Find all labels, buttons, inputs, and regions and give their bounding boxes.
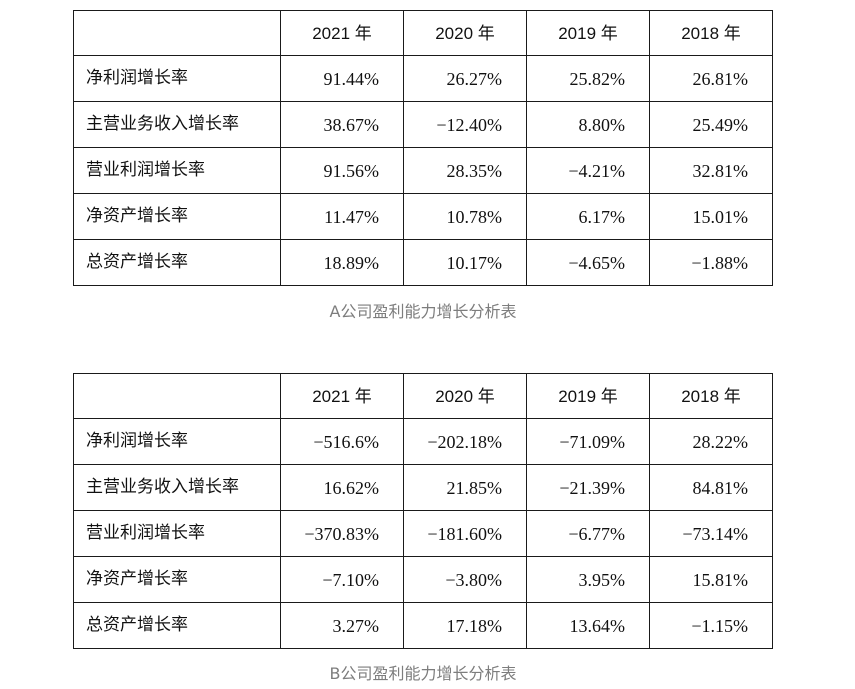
value-cell: −1.88% xyxy=(649,239,773,286)
value-cell: 3.95% xyxy=(526,556,650,603)
metric-label: 主营业务收入增长率 xyxy=(73,101,281,148)
table-header-row: 2021 年 2020 年 2019 年 2018 年 xyxy=(73,10,773,56)
value-cell: 26.27% xyxy=(403,55,527,102)
value-cell: −12.40% xyxy=(403,101,527,148)
table-caption: B公司盈利能力增长分析表 xyxy=(329,664,517,683)
value-cell: 15.01% xyxy=(649,193,773,240)
value-cell: 28.35% xyxy=(403,147,527,194)
table-row: 净利润增长率 −516.6% −202.18% −71.09% 28.22% xyxy=(73,418,773,465)
value-cell: 11.47% xyxy=(280,193,404,240)
year-header: 2018 年 xyxy=(649,373,773,419)
value-cell: −73.14% xyxy=(649,510,773,557)
value-cell: 25.82% xyxy=(526,55,650,102)
value-cell: 26.81% xyxy=(649,55,773,102)
value-cell: 16.62% xyxy=(280,464,404,511)
table-row: 净利润增长率 91.44% 26.27% 25.82% 26.81% xyxy=(73,55,773,102)
table-row: 净资产增长率 11.47% 10.78% 6.17% 15.01% xyxy=(73,193,773,240)
value-cell: −3.80% xyxy=(403,556,527,603)
table-row: 主营业务收入增长率 16.62% 21.85% −21.39% 84.81% xyxy=(73,464,773,511)
value-cell: −516.6% xyxy=(280,418,404,465)
metric-label: 净资产增长率 xyxy=(73,193,281,240)
metric-label: 主营业务收入增长率 xyxy=(73,464,281,511)
metric-label: 营业利润增长率 xyxy=(73,510,281,557)
table-row: 营业利润增长率 −370.83% −181.60% −6.77% −73.14% xyxy=(73,510,773,557)
value-cell: 91.56% xyxy=(280,147,404,194)
year-header: 2018 年 xyxy=(649,10,773,56)
value-cell: −181.60% xyxy=(403,510,527,557)
company-a-growth-table: 2021 年 2020 年 2019 年 2018 年 净利润增长率 91.44… xyxy=(73,10,773,286)
value-cell: 25.49% xyxy=(649,101,773,148)
value-cell: 3.27% xyxy=(280,602,404,649)
year-header: 2020 年 xyxy=(403,10,527,56)
year-header: 2021 年 xyxy=(280,10,404,56)
value-cell: 17.18% xyxy=(403,602,527,649)
value-cell: −1.15% xyxy=(649,602,773,649)
value-cell: 18.89% xyxy=(280,239,404,286)
metric-label: 总资产增长率 xyxy=(73,239,281,286)
value-cell: −370.83% xyxy=(280,510,404,557)
table-row: 营业利润增长率 91.56% 28.35% −4.21% 32.81% xyxy=(73,147,773,194)
year-header: 2020 年 xyxy=(403,373,527,419)
value-cell: −7.10% xyxy=(280,556,404,603)
company-b-growth-table: 2021 年 2020 年 2019 年 2018 年 净利润增长率 −516.… xyxy=(73,373,773,649)
value-cell: 13.64% xyxy=(526,602,650,649)
table-row: 净资产增长率 −7.10% −3.80% 3.95% 15.81% xyxy=(73,556,773,603)
value-cell: −4.65% xyxy=(526,239,650,286)
table-row: 主营业务收入增长率 38.67% −12.40% 8.80% 25.49% xyxy=(73,101,773,148)
table-header-row: 2021 年 2020 年 2019 年 2018 年 xyxy=(73,373,773,419)
metric-label: 净利润增长率 xyxy=(73,418,281,465)
metric-label: 净利润增长率 xyxy=(73,55,281,102)
metric-label: 净资产增长率 xyxy=(73,556,281,603)
value-cell: 32.81% xyxy=(649,147,773,194)
value-cell: 8.80% xyxy=(526,101,650,148)
value-cell: 10.78% xyxy=(403,193,527,240)
value-cell: 38.67% xyxy=(280,101,404,148)
value-cell: −21.39% xyxy=(526,464,650,511)
metric-label: 营业利润增长率 xyxy=(73,147,281,194)
table-row: 总资产增长率 3.27% 17.18% 13.64% −1.15% xyxy=(73,602,773,649)
value-cell: −202.18% xyxy=(403,418,527,465)
metric-label: 总资产增长率 xyxy=(73,602,281,649)
value-cell: 21.85% xyxy=(403,464,527,511)
value-cell: 28.22% xyxy=(649,418,773,465)
value-cell: −71.09% xyxy=(526,418,650,465)
value-cell: 10.17% xyxy=(403,239,527,286)
value-cell: −6.77% xyxy=(526,510,650,557)
table-caption: A公司盈利能力增长分析表 xyxy=(329,302,517,321)
year-header: 2021 年 xyxy=(280,373,404,419)
year-header: 2019 年 xyxy=(526,373,650,419)
value-cell: 91.44% xyxy=(280,55,404,102)
header-empty-cell xyxy=(73,373,281,419)
table-row: 总资产增长率 18.89% 10.17% −4.65% −1.88% xyxy=(73,239,773,286)
year-header: 2019 年 xyxy=(526,10,650,56)
value-cell: 84.81% xyxy=(649,464,773,511)
header-empty-cell xyxy=(73,10,281,56)
value-cell: 6.17% xyxy=(526,193,650,240)
value-cell: −4.21% xyxy=(526,147,650,194)
value-cell: 15.81% xyxy=(649,556,773,603)
